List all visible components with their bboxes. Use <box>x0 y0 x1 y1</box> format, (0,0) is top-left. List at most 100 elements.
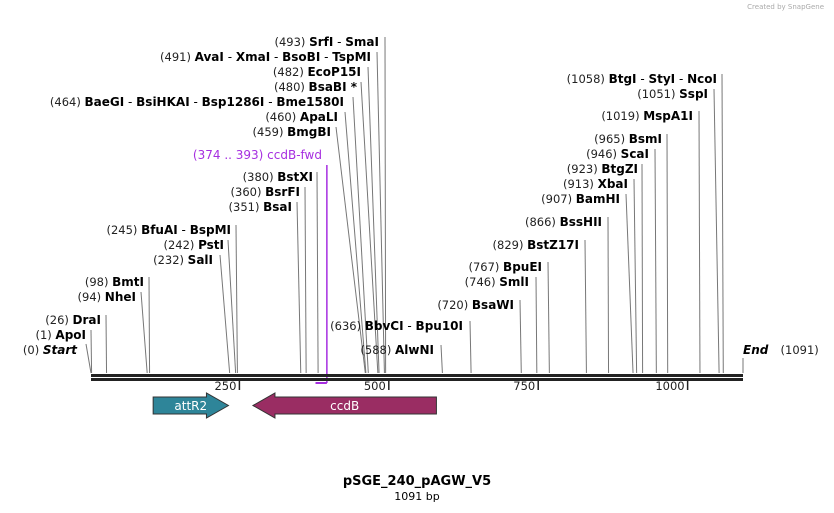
enzyme-name: NcoI <box>687 72 717 86</box>
primer-label: (374 .. 393) ccdB-fwd <box>193 148 322 162</box>
restriction-site: (1) ApoI <box>35 328 93 374</box>
site-label: (720) BsaWI <box>437 298 514 312</box>
enzyme-name: BfuAI <box>141 223 178 237</box>
feature-label: ccdB <box>330 399 359 413</box>
site-label: (482) EcoP15I <box>273 65 361 79</box>
site-position: (351) <box>229 200 264 214</box>
enzyme-name: BstXI <box>277 170 313 184</box>
enzyme-name: BpuEI <box>503 260 542 274</box>
restriction-site: (242) PstI <box>163 238 237 374</box>
enzyme-name: Bme1580I <box>276 95 344 109</box>
feature-ccdb-arrow <box>251 392 437 419</box>
site-line <box>105 314 108 374</box>
site-line <box>440 344 443 374</box>
site-label: (480) BsaBI * <box>274 80 358 94</box>
enzyme-name: BmtI <box>112 275 144 289</box>
separator: - <box>264 95 276 109</box>
enzyme-name: BsmI <box>629 132 662 146</box>
restriction-site: (767) BpuEI <box>468 260 550 374</box>
feature-label: attR2 <box>174 399 207 413</box>
enzyme-name: XmaI <box>236 50 270 64</box>
site-position: (923) <box>567 162 602 176</box>
enzyme-name: ApaLI <box>300 110 338 124</box>
site-position: (965) <box>594 132 629 146</box>
restriction-site: (94) NheI <box>78 290 148 374</box>
site-position: (746) <box>465 275 500 289</box>
enzyme-name: DraI <box>73 313 101 327</box>
separator: - <box>404 319 416 333</box>
site-position: (946) <box>586 147 621 161</box>
tick-label: 750 <box>513 379 535 393</box>
site-position: (493) <box>274 35 309 49</box>
site-position: (1) <box>35 328 55 342</box>
site-label: (965) BsmI <box>594 132 662 146</box>
site-line <box>641 163 644 374</box>
site-position: (26) <box>45 313 72 327</box>
site-line <box>360 81 379 374</box>
site-line <box>625 193 634 374</box>
restriction-site: (720) BsaWI <box>437 298 522 374</box>
enzyme-name: BstZ17I <box>527 238 579 252</box>
site-line <box>227 239 237 374</box>
site-position: (866) <box>525 215 560 229</box>
site-label: (380) BstXI <box>243 170 313 184</box>
separator: - <box>320 50 332 64</box>
site-line <box>296 201 302 374</box>
site-position: (380) <box>243 170 278 184</box>
site-label: (242) PstI <box>163 238 224 252</box>
site-label: (26) DraI <box>45 313 101 327</box>
site-line <box>654 148 657 374</box>
restriction-site: (493) SrfI - SmaI <box>274 35 387 374</box>
site-position: (588) <box>360 343 395 357</box>
feature-attr2-arrow <box>152 392 230 419</box>
site-label: (351) BsaI <box>229 200 292 214</box>
site-label: (829) BstZ17I <box>493 238 579 252</box>
enzyme-name: ApoI <box>55 328 86 342</box>
site-line <box>352 96 369 374</box>
separator: - <box>637 72 649 86</box>
enzyme-name: EcoP15I <box>307 65 361 79</box>
start-line <box>85 343 92 374</box>
site-line <box>713 88 720 374</box>
enzyme-name: SmaI <box>345 35 379 49</box>
site-line <box>535 276 538 374</box>
site-position: (459) <box>253 125 288 139</box>
enzyme-name: BtgZI <box>601 162 638 176</box>
enzyme-name: TspMI <box>332 50 371 64</box>
site-position: (242) <box>163 238 198 252</box>
site-line <box>219 254 231 374</box>
enzyme-name: NheI <box>105 290 136 304</box>
site-label: (588) AlwNI <box>360 343 434 357</box>
restriction-site: (482) EcoP15I <box>273 65 380 374</box>
start-name: Start <box>43 343 78 357</box>
enzyme-name: BbvCI <box>365 319 404 333</box>
site-line <box>367 66 380 374</box>
sequence-map: (493) SrfI - SmaI(491) AvaI - XmaI - Bso… <box>23 35 819 419</box>
site-position: (767) <box>468 260 503 274</box>
enzyme-name: MspA1I <box>643 109 693 123</box>
site-line <box>235 224 238 374</box>
separator: - <box>270 50 282 64</box>
restriction-site: (907) BamHI <box>541 192 634 374</box>
separator: - <box>224 50 236 64</box>
backbone-bottom-strand <box>91 378 743 381</box>
restriction-site: (1019) MspA1I <box>601 109 701 374</box>
primer-range: (374 .. 393) <box>193 148 267 162</box>
site-label: (907) BamHI <box>541 192 620 206</box>
enzyme-name: XbaI <box>598 177 628 191</box>
enzyme-name: BspMI <box>190 223 231 237</box>
enzyme-name: ScaI <box>621 147 649 161</box>
enzyme-name: BsiHKAI <box>136 95 190 109</box>
enzyme-name: BsaBI * <box>309 80 358 94</box>
site-position: (1019) <box>601 109 643 123</box>
separator: - <box>333 35 345 49</box>
restriction-site: (746) SmlI <box>465 275 538 374</box>
enzyme-name: AlwNI <box>395 343 434 357</box>
site-position: (720) <box>437 298 472 312</box>
site-position: (464) <box>50 95 85 109</box>
end-position: (1091) <box>781 343 819 357</box>
site-label: (1) ApoI <box>35 328 86 342</box>
site-label: (923) BtgZI <box>567 162 638 176</box>
site-line <box>140 291 148 374</box>
site-position: (913) <box>563 177 598 191</box>
